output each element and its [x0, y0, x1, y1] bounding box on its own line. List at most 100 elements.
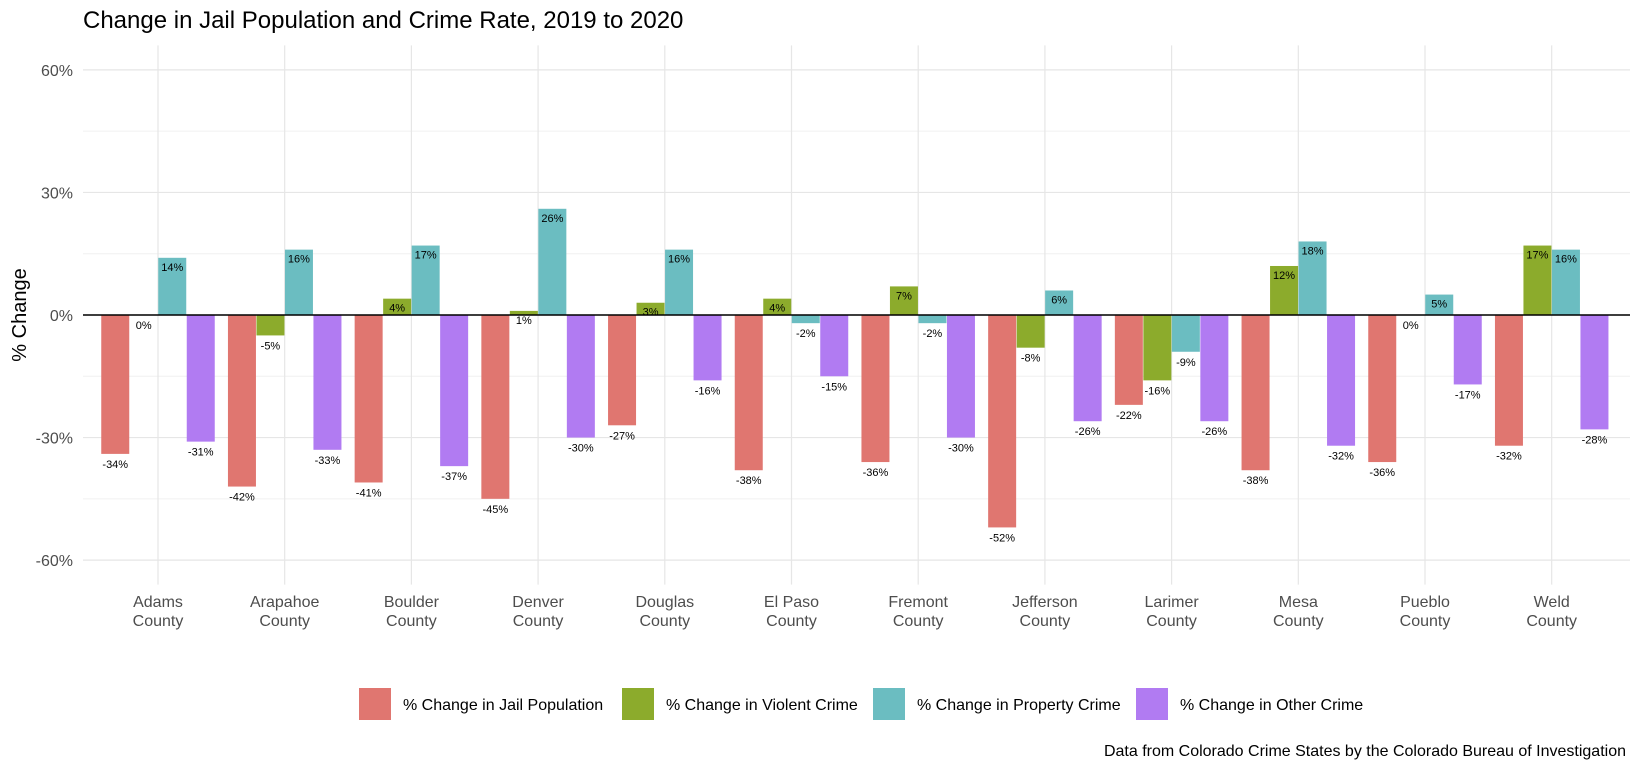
bar: [1523, 245, 1552, 315]
legend-label: % Change in Property Crime: [917, 697, 1121, 714]
x-tick-label: Mesa County: [1273, 594, 1324, 630]
bar-value-label: 26%: [541, 213, 563, 225]
y-tick-label: -60%: [36, 553, 73, 570]
bar-value-label: -8%: [1021, 353, 1041, 365]
bar-value-label: -30%: [948, 443, 974, 455]
bar-value-label: 4%: [769, 303, 785, 315]
bar: [988, 315, 1017, 528]
y-axis-label: % Change: [9, 268, 31, 361]
bar: [1073, 315, 1102, 422]
bar: [411, 245, 440, 315]
bar-value-label: 1%: [516, 315, 532, 327]
bar-value-label: -30%: [568, 443, 594, 455]
bar: [158, 257, 187, 315]
bar: [820, 315, 849, 377]
bar-value-label: -22%: [1116, 410, 1142, 422]
bar: [791, 315, 820, 324]
legend-swatch: [359, 688, 391, 720]
y-tick-label: 30%: [41, 185, 73, 202]
bar: [1298, 241, 1327, 315]
bar: [1143, 315, 1172, 381]
bar: [313, 315, 342, 450]
bar: [1016, 315, 1045, 348]
bar-value-label: -33%: [315, 455, 341, 467]
bar-value-label: 0%: [1403, 320, 1419, 332]
bar-value-label: -28%: [1582, 434, 1608, 446]
x-axis-ticks: Adams County Arapahoe County Boulder County De…: [133, 594, 1577, 630]
x-tick-label: Denver County: [512, 594, 564, 630]
y-tick-label: 60%: [41, 63, 73, 80]
x-tick-label: Larimer County: [1144, 594, 1199, 630]
x-tick-label: Weld County: [1526, 594, 1577, 630]
x-tick-label: Fremont County: [888, 594, 948, 630]
y-axis-ticks: -60% -30% 0% 30% 60%: [36, 63, 73, 570]
bar-value-label: 17%: [415, 250, 437, 262]
bar-value-label: 16%: [1555, 254, 1577, 266]
bar-value-label: -31%: [188, 447, 214, 459]
bar-value-label: 3%: [643, 307, 659, 319]
bars: [101, 208, 1609, 528]
bar-value-label: 16%: [668, 254, 690, 266]
chart-caption: Data from Colorado Crime States by the C…: [1104, 743, 1626, 760]
y-tick-label: 0%: [50, 308, 73, 325]
bar-value-label: -34%: [102, 459, 128, 471]
bar-value-label: -38%: [736, 475, 762, 487]
bar: [1580, 315, 1609, 430]
bar: [734, 315, 763, 471]
bar-value-labels: -34% 0% 14% -31% -42% -5% 16% -33% -41% 4% 17% -37%…: [102, 213, 1607, 545]
chart-title: Change in Jail Population and Crime Rate…: [83, 7, 683, 34]
bar-value-label: -17%: [1455, 389, 1481, 401]
bar: [538, 208, 567, 315]
bar: [608, 315, 637, 426]
bar: [1171, 315, 1200, 352]
bar: [256, 315, 285, 336]
bar-value-label: 5%: [1431, 299, 1447, 311]
bar: [354, 315, 383, 483]
bar: [1551, 249, 1580, 315]
x-tick-label: El Paso County: [764, 594, 819, 630]
bar-value-label: -41%: [356, 487, 382, 499]
bar-value-label: -15%: [821, 381, 847, 393]
bar: [918, 315, 947, 324]
bar: [1327, 315, 1356, 446]
bar: [440, 315, 469, 467]
bar: [101, 315, 130, 454]
legend-swatch: [1136, 688, 1168, 720]
bar-value-label: -36%: [1369, 467, 1395, 479]
bar: [763, 298, 792, 315]
bar-value-label: 14%: [161, 262, 183, 274]
legend-label: % Change in Other Crime: [1180, 697, 1363, 714]
bar-value-label: 17%: [1526, 250, 1548, 262]
bar: [1494, 315, 1523, 446]
x-tick-label: Jefferson County: [1012, 594, 1078, 630]
bar-value-label: 6%: [1051, 294, 1067, 306]
bar-value-label: 4%: [389, 303, 405, 315]
bar-value-label: -38%: [1243, 475, 1269, 487]
x-tick-label: Boulder County: [384, 594, 440, 630]
legend-item: % Change in Other Crime: [1136, 688, 1363, 720]
bar: [1425, 294, 1454, 315]
bar: [186, 315, 215, 442]
legend-label: % Change in Violent Crime: [666, 697, 858, 714]
bar-value-label: -37%: [441, 471, 467, 483]
legend-item: % Change in Jail Population: [359, 688, 603, 720]
x-tick-label: Adams County: [133, 594, 184, 630]
bar-value-label: -5%: [261, 340, 281, 352]
bar: [481, 315, 510, 499]
x-tick-label: Douglas County: [635, 594, 694, 630]
bar: [566, 315, 595, 438]
bar: [861, 315, 890, 463]
bar-value-label: 18%: [1302, 245, 1324, 257]
bar-value-label: -26%: [1202, 426, 1228, 438]
bar-value-label: 12%: [1273, 270, 1295, 282]
bar-value-label: -32%: [1496, 451, 1522, 463]
bar-value-label: -16%: [1145, 385, 1171, 397]
bar: [636, 302, 665, 315]
bar: [227, 315, 256, 487]
bar: [284, 249, 313, 315]
legend-item: % Change in Property Crime: [873, 688, 1121, 720]
bar-value-label: 0%: [136, 320, 152, 332]
bar-value-label: -2%: [923, 328, 943, 340]
